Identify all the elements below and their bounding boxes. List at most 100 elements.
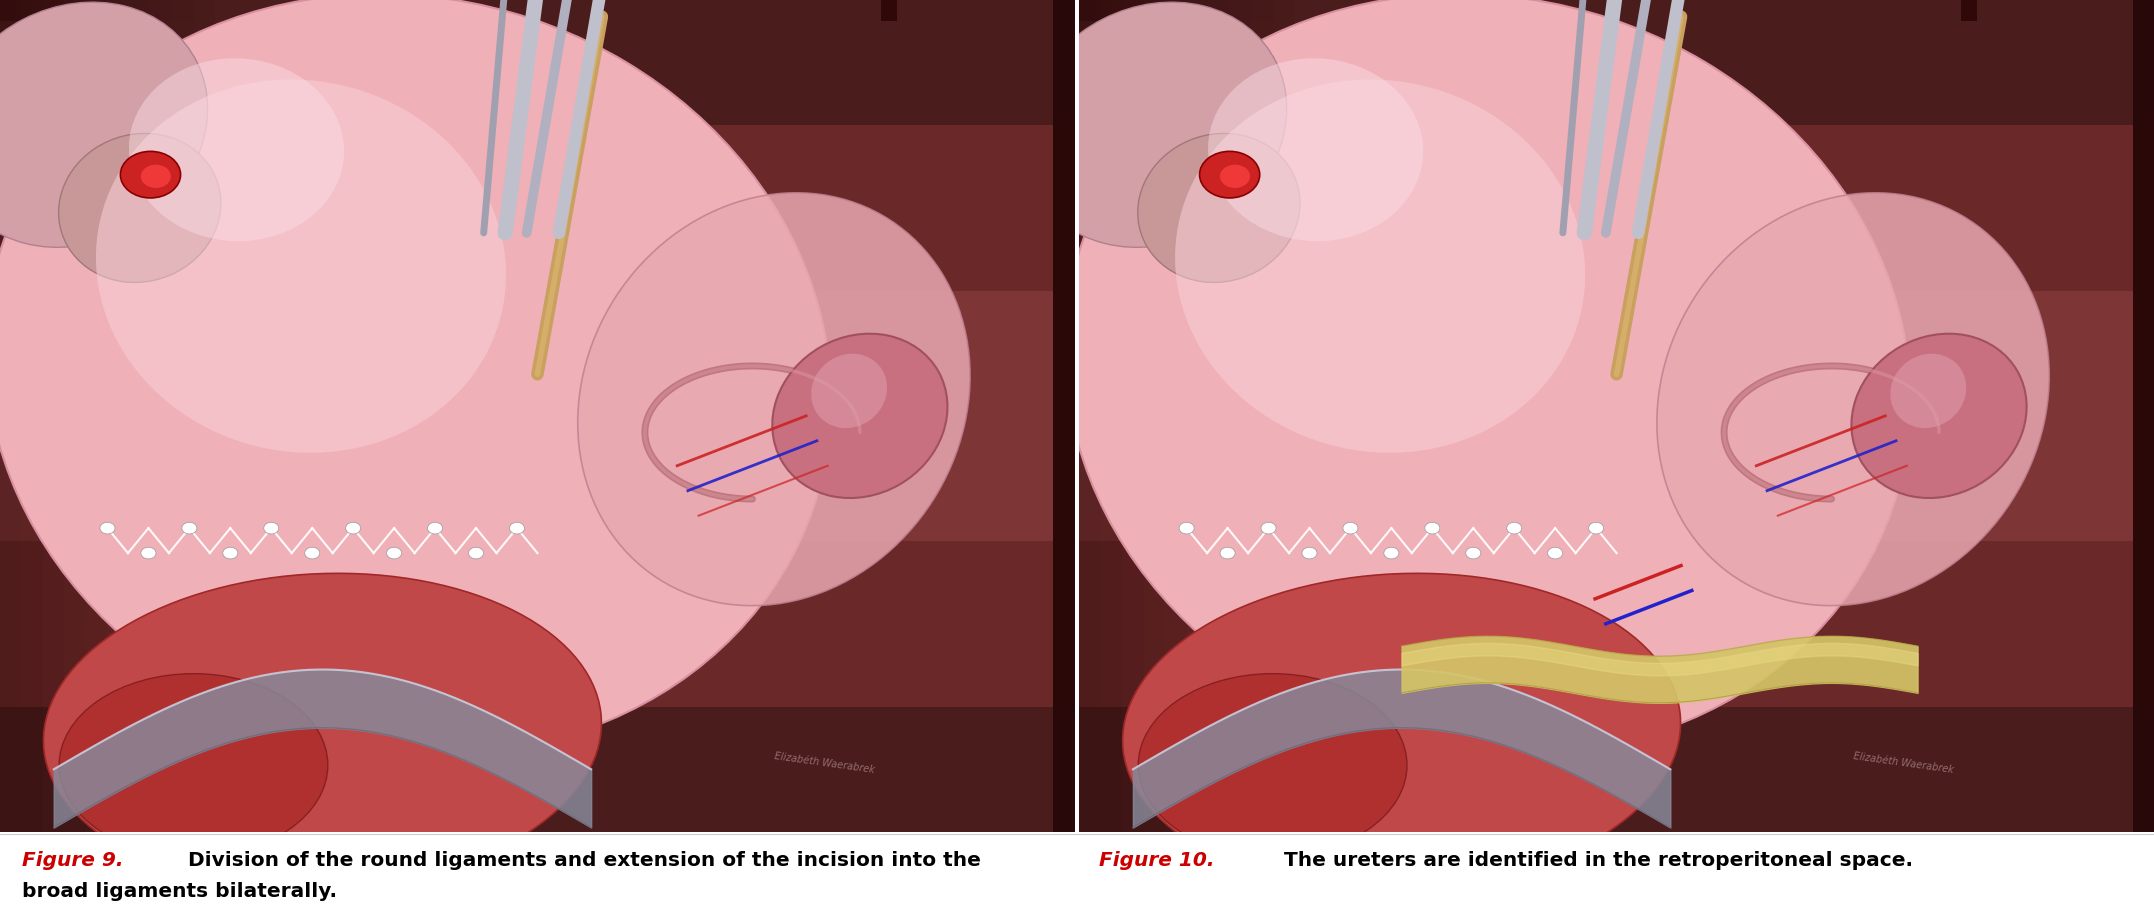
Ellipse shape: [43, 573, 601, 891]
Bar: [881, 0, 898, 21]
Bar: [0, 562, 1075, 583]
Circle shape: [1383, 547, 1398, 559]
Ellipse shape: [58, 133, 222, 282]
Bar: [1079, 728, 2154, 748]
Bar: [1079, 187, 2154, 208]
Bar: [1101, 0, 1122, 832]
Bar: [1053, 0, 1075, 832]
Ellipse shape: [1064, 0, 1911, 754]
Text: broad ligaments bilaterally.: broad ligaments bilaterally.: [22, 882, 336, 902]
Circle shape: [263, 522, 278, 534]
Bar: [0, 624, 1075, 644]
Bar: [0, 83, 1075, 104]
Bar: [1208, 0, 1230, 832]
Ellipse shape: [0, 2, 207, 247]
Bar: [0, 790, 1075, 811]
Bar: [1079, 790, 2154, 811]
Bar: [0, 354, 1075, 374]
Bar: [0, 728, 1075, 748]
Circle shape: [181, 522, 196, 534]
Bar: [1251, 0, 1273, 832]
Circle shape: [386, 547, 401, 559]
Bar: [881, 0, 898, 21]
Bar: [1079, 520, 2154, 540]
Bar: [0, 41, 1075, 62]
Bar: [0, 478, 1075, 499]
Bar: [2132, 0, 2154, 832]
Ellipse shape: [1208, 58, 1424, 241]
Bar: [0, 104, 1075, 125]
Bar: [86, 0, 108, 832]
Text: Figure 10.: Figure 10.: [1099, 851, 1215, 870]
Bar: [97, 0, 112, 21]
Bar: [1187, 0, 1208, 832]
Bar: [65, 0, 80, 21]
Bar: [881, 0, 898, 21]
Bar: [1079, 686, 2154, 707]
Circle shape: [1465, 547, 1480, 559]
Text: Division of the round ligaments and extension of the incision into the: Division of the round ligaments and exte…: [181, 851, 980, 870]
Bar: [1079, 291, 2154, 312]
Bar: [22, 0, 43, 832]
Bar: [0, 21, 1075, 41]
Ellipse shape: [812, 354, 887, 428]
Bar: [1053, 0, 1075, 832]
Bar: [1079, 125, 2154, 145]
Bar: [1079, 41, 2154, 62]
Bar: [151, 0, 172, 832]
Bar: [1960, 0, 1977, 21]
Bar: [1053, 0, 1075, 832]
Bar: [2132, 0, 2154, 832]
Bar: [1223, 0, 1241, 21]
Bar: [881, 0, 898, 21]
Bar: [0, 415, 1075, 437]
Bar: [129, 0, 151, 832]
Bar: [1960, 0, 1977, 21]
Ellipse shape: [1852, 334, 2027, 498]
Text: Elizabéth Waerabrek: Elizabéth Waerabrek: [1852, 752, 1954, 776]
Bar: [1176, 0, 1191, 21]
Bar: [172, 0, 194, 832]
Bar: [1079, 583, 2154, 603]
Circle shape: [1219, 547, 1234, 559]
Text: The ureters are identified in the retroperitoneal space.: The ureters are identified in the retrop…: [1277, 851, 1913, 870]
Bar: [1079, 748, 2154, 769]
Bar: [0, 583, 1075, 603]
Circle shape: [345, 522, 360, 534]
Ellipse shape: [1137, 674, 1407, 857]
Bar: [1208, 0, 1223, 21]
Bar: [881, 0, 898, 21]
Bar: [1053, 0, 1075, 832]
Bar: [0, 540, 1075, 562]
Ellipse shape: [773, 334, 948, 498]
Circle shape: [426, 522, 442, 534]
Bar: [0, 665, 1075, 686]
Circle shape: [1506, 522, 1521, 534]
Bar: [0, 125, 1075, 145]
Bar: [881, 0, 898, 21]
Circle shape: [222, 547, 237, 559]
Bar: [1960, 0, 1977, 21]
Bar: [881, 0, 898, 21]
Bar: [2132, 0, 2154, 832]
Ellipse shape: [1122, 573, 1680, 891]
Bar: [32, 0, 47, 21]
Bar: [1079, 415, 2154, 437]
Bar: [0, 603, 1075, 624]
Bar: [1079, 458, 2154, 478]
Bar: [0, 374, 1075, 395]
Bar: [1079, 603, 2154, 624]
Bar: [1079, 707, 2154, 728]
Bar: [0, 769, 1075, 790]
Bar: [1053, 0, 1075, 832]
Bar: [194, 0, 215, 832]
Circle shape: [304, 547, 319, 559]
Bar: [1960, 0, 1977, 21]
Circle shape: [1301, 547, 1316, 559]
Bar: [1079, 249, 2154, 270]
Bar: [1079, 166, 2154, 187]
Bar: [0, 437, 1075, 458]
Text: Elizabéth Waerabrek: Elizabéth Waerabrek: [773, 752, 875, 776]
Bar: [2132, 0, 2154, 832]
Circle shape: [1342, 522, 1357, 534]
